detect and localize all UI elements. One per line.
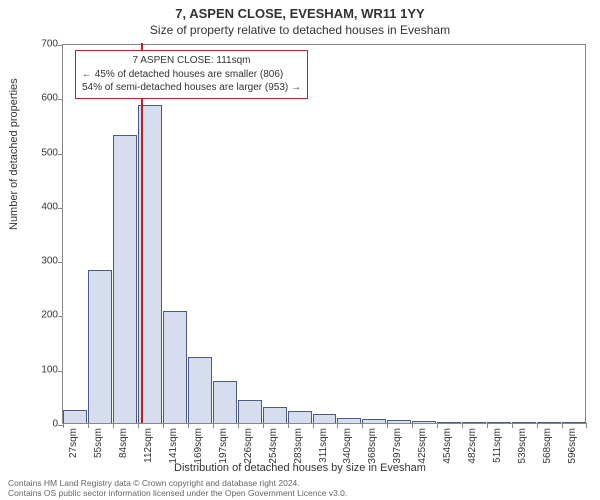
y-tick [58, 371, 63, 372]
annotation-line-1: 7 ASPEN CLOSE: 111sqm [82, 54, 301, 68]
histogram-bar [313, 414, 337, 423]
x-tick-label: 340sqm [342, 428, 353, 468]
x-tick-label: 596sqm [567, 428, 578, 468]
plot-area [62, 44, 586, 424]
y-tick [58, 45, 63, 46]
footnote: Contains HM Land Registry data © Crown c… [8, 478, 347, 498]
y-tick-label: 700 [28, 39, 58, 50]
histogram-bar [412, 421, 436, 423]
y-tick-label: 400 [28, 201, 58, 212]
x-tick-label: 112sqm [143, 428, 154, 468]
x-tick [238, 423, 239, 428]
y-tick [58, 262, 63, 263]
y-tick-label: 0 [28, 419, 58, 430]
x-tick-label: 226sqm [243, 428, 254, 468]
y-tick-label: 600 [28, 93, 58, 104]
histogram-bar [113, 135, 137, 423]
x-tick [163, 423, 164, 428]
x-tick [562, 423, 563, 428]
x-tick-label: 27sqm [68, 428, 79, 468]
x-tick-label: 454sqm [442, 428, 453, 468]
y-axis-label: Number of detached properties [8, 78, 20, 230]
x-tick [188, 423, 189, 428]
x-tick [88, 423, 89, 428]
x-tick [537, 423, 538, 428]
y-tick [58, 316, 63, 317]
histogram-bar [487, 422, 511, 423]
histogram-bar [88, 270, 112, 423]
x-tick-label: 197sqm [218, 428, 229, 468]
histogram-bar [362, 419, 386, 423]
x-tick-label: 169sqm [193, 428, 204, 468]
x-tick [337, 423, 338, 428]
histogram-bar [387, 420, 411, 423]
annotation-box: 7 ASPEN CLOSE: 111sqm← 45% of detached h… [75, 50, 308, 99]
x-tick-label: 425sqm [417, 428, 428, 468]
y-tick-label: 500 [28, 147, 58, 158]
histogram-bar [462, 422, 486, 423]
chart-container: 7, ASPEN CLOSE, EVESHAM, WR11 1YY Size o… [0, 0, 600, 500]
y-tick-label: 200 [28, 310, 58, 321]
x-tick-label: 368sqm [367, 428, 378, 468]
x-tick [288, 423, 289, 428]
x-tick-label: 397sqm [392, 428, 403, 468]
x-tick-label: 311sqm [318, 428, 329, 468]
histogram-bar [537, 422, 561, 423]
y-tick [58, 99, 63, 100]
x-tick-label: 482sqm [467, 428, 478, 468]
histogram-bar [263, 407, 287, 423]
histogram-bar [63, 410, 87, 423]
x-tick [387, 423, 388, 428]
property-marker-line [141, 43, 143, 423]
histogram-bar [337, 418, 361, 423]
x-tick [313, 423, 314, 428]
x-tick [113, 423, 114, 428]
histogram-bar [512, 422, 536, 423]
histogram-bar [213, 381, 237, 423]
histogram-bar [437, 422, 461, 423]
x-tick [362, 423, 363, 428]
histogram-bar [562, 422, 586, 423]
title-main: 7, ASPEN CLOSE, EVESHAM, WR11 1YY [0, 0, 600, 21]
y-tick [58, 154, 63, 155]
x-tick [263, 423, 264, 428]
x-tick [512, 423, 513, 428]
footnote-line-1: Contains HM Land Registry data © Crown c… [8, 478, 347, 488]
annotation-line-2: ← 45% of detached houses are smaller (80… [82, 68, 301, 82]
x-tick [63, 423, 64, 428]
x-tick-label: 539sqm [517, 428, 528, 468]
x-tick [412, 423, 413, 428]
footnote-line-2: Contains OS public sector information li… [8, 488, 347, 498]
x-tick [213, 423, 214, 428]
x-tick [586, 423, 587, 428]
y-tick [58, 208, 63, 209]
x-tick-label: 568sqm [542, 428, 553, 468]
y-tick-label: 300 [28, 256, 58, 267]
x-tick-label: 141sqm [168, 428, 179, 468]
annotation-line-3: 54% of semi-detached houses are larger (… [82, 81, 301, 95]
x-tick [437, 423, 438, 428]
x-tick [462, 423, 463, 428]
title-sub: Size of property relative to detached ho… [0, 21, 600, 37]
x-tick [487, 423, 488, 428]
x-tick-label: 283sqm [293, 428, 304, 468]
histogram-bar [288, 411, 312, 423]
x-tick-label: 511sqm [492, 428, 503, 468]
histogram-bar [238, 400, 262, 423]
x-tick-label: 254sqm [268, 428, 279, 468]
x-tick-label: 55sqm [93, 428, 104, 468]
histogram-bar [188, 357, 212, 423]
histogram-bar [163, 311, 187, 423]
x-tick [138, 423, 139, 428]
y-tick-label: 100 [28, 364, 58, 375]
x-tick-label: 84sqm [118, 428, 129, 468]
